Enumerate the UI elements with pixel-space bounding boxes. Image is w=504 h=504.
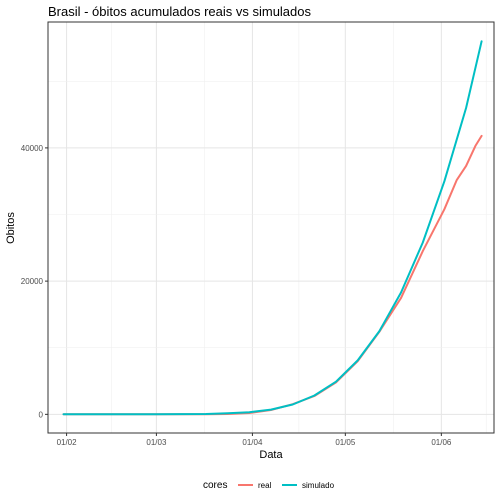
x-tick-label: 01/02 <box>57 438 78 447</box>
y-axis: 0 20000 40000 <box>21 144 48 419</box>
y-tick-label: 20000 <box>21 277 44 286</box>
x-tick-label: 01/03 <box>146 438 167 447</box>
x-tick-label: 01/06 <box>431 438 452 447</box>
x-axis-title: Data <box>259 449 283 461</box>
y-axis-title: Obitos <box>5 212 17 244</box>
x-axis: 01/02 01/03 01/04 01/05 01/06 <box>57 433 452 447</box>
legend-label-simulado: simulado <box>302 481 335 490</box>
y-tick-label: 0 <box>39 410 44 419</box>
x-tick-label: 01/05 <box>335 438 356 447</box>
legend: cores real simulado <box>203 480 335 491</box>
legend-title: cores <box>203 480 227 491</box>
plot-panel <box>48 22 494 433</box>
x-tick-label: 01/04 <box>242 438 263 447</box>
grid <box>48 22 494 433</box>
y-tick-label: 40000 <box>21 144 44 153</box>
series-line-simulado <box>62 40 483 416</box>
plot-border <box>47 21 495 434</box>
chart-title: Brasil - óbitos acumulados reais vs simu… <box>48 4 311 19</box>
series-lines <box>62 40 483 416</box>
legend-label-real: real <box>258 481 272 490</box>
